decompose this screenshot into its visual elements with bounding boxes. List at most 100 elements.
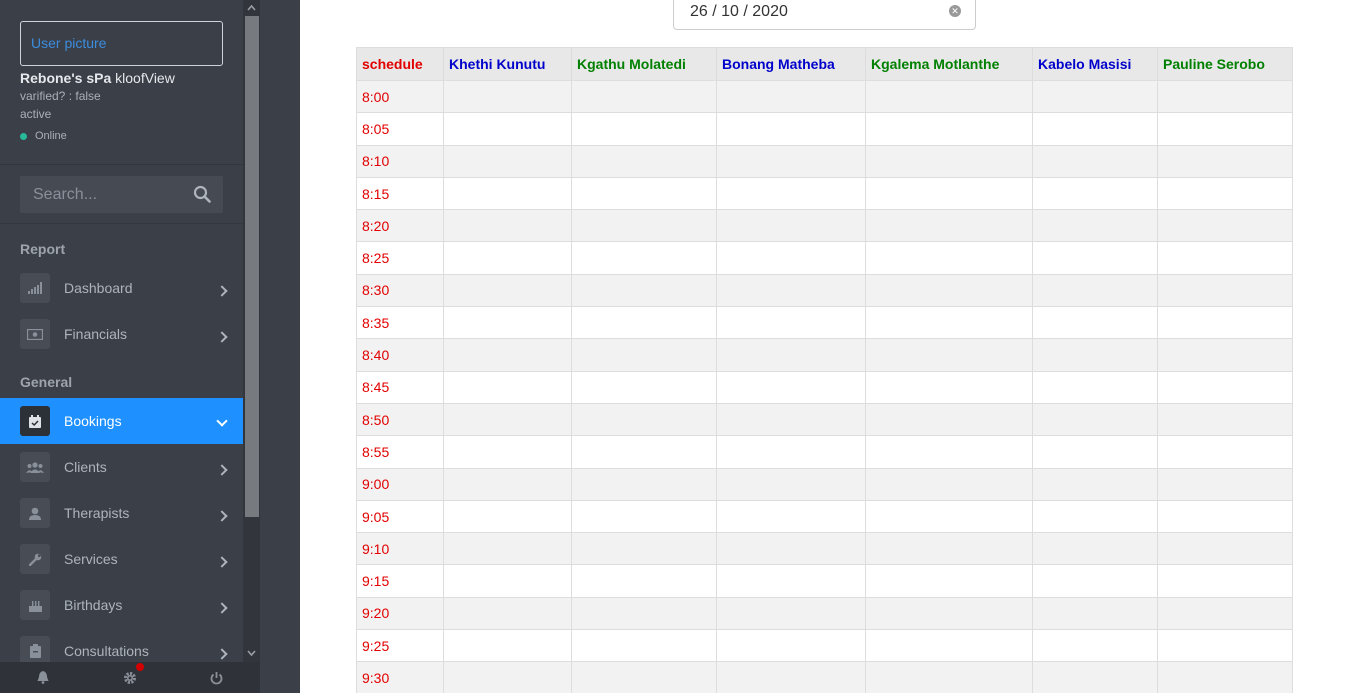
booking-slot-cell[interactable] bbox=[865, 112, 1033, 146]
booking-slot-cell[interactable] bbox=[1032, 241, 1158, 275]
booking-slot-cell[interactable] bbox=[1032, 79, 1158, 114]
booking-slot-cell[interactable] bbox=[1032, 564, 1158, 598]
booking-slot-cell[interactable] bbox=[443, 79, 572, 114]
booking-slot-cell[interactable] bbox=[1157, 532, 1293, 566]
booking-slot-cell[interactable] bbox=[716, 467, 866, 501]
booking-slot-cell[interactable] bbox=[1032, 467, 1158, 501]
booking-slot-cell[interactable] bbox=[443, 499, 572, 534]
logout-button[interactable] bbox=[173, 662, 260, 693]
search-input[interactable] bbox=[20, 176, 185, 213]
booking-slot-cell[interactable] bbox=[865, 596, 1033, 631]
booking-slot-cell[interactable] bbox=[716, 241, 866, 275]
booking-slot-cell[interactable] bbox=[571, 596, 717, 631]
booking-slot-cell[interactable] bbox=[865, 661, 1033, 693]
booking-slot-cell[interactable] bbox=[716, 144, 866, 178]
booking-slot-cell[interactable] bbox=[1032, 629, 1158, 663]
booking-slot-cell[interactable] bbox=[1157, 144, 1293, 178]
booking-slot-cell[interactable] bbox=[443, 402, 572, 437]
booking-slot-cell[interactable] bbox=[443, 629, 572, 663]
booking-slot-cell[interactable] bbox=[716, 370, 866, 404]
booking-slot-cell[interactable] bbox=[1157, 241, 1293, 275]
booking-slot-cell[interactable] bbox=[865, 564, 1033, 598]
booking-slot-cell[interactable] bbox=[1032, 499, 1158, 534]
booking-slot-cell[interactable] bbox=[443, 596, 572, 631]
booking-slot-cell[interactable] bbox=[865, 467, 1033, 501]
booking-slot-cell[interactable] bbox=[716, 209, 866, 243]
booking-slot-cell[interactable] bbox=[1032, 209, 1158, 243]
sidebar-item-services[interactable]: Services bbox=[0, 536, 243, 582]
booking-slot-cell[interactable] bbox=[1157, 467, 1293, 501]
booking-slot-cell[interactable] bbox=[1157, 209, 1293, 243]
booking-slot-cell[interactable] bbox=[443, 564, 572, 598]
booking-slot-cell[interactable] bbox=[865, 144, 1033, 178]
booking-slot-cell[interactable] bbox=[1157, 661, 1293, 693]
booking-slot-cell[interactable] bbox=[571, 370, 717, 404]
booking-slot-cell[interactable] bbox=[1157, 338, 1293, 372]
booking-slot-cell[interactable] bbox=[571, 241, 717, 275]
booking-slot-cell[interactable] bbox=[571, 176, 717, 211]
booking-slot-cell[interactable] bbox=[443, 209, 572, 243]
booking-slot-cell[interactable] bbox=[1032, 338, 1158, 372]
booking-slot-cell[interactable] bbox=[1032, 112, 1158, 146]
booking-slot-cell[interactable] bbox=[865, 499, 1033, 534]
booking-slot-cell[interactable] bbox=[716, 176, 866, 211]
sidebar-item-consultations[interactable]: Consultations bbox=[0, 628, 243, 674]
booking-slot-cell[interactable] bbox=[571, 564, 717, 598]
user-picture[interactable]: User picture bbox=[20, 21, 223, 66]
notifications-button[interactable] bbox=[0, 662, 87, 693]
clear-date-icon[interactable]: ✕ bbox=[949, 5, 961, 17]
booking-slot-cell[interactable] bbox=[1032, 596, 1158, 631]
booking-slot-cell[interactable] bbox=[571, 306, 717, 340]
booking-slot-cell[interactable] bbox=[571, 144, 717, 178]
booking-slot-cell[interactable] bbox=[1157, 402, 1293, 437]
booking-slot-cell[interactable] bbox=[865, 532, 1033, 566]
booking-slot-cell[interactable] bbox=[716, 532, 866, 566]
booking-slot-cell[interactable] bbox=[716, 435, 866, 469]
booking-slot-cell[interactable] bbox=[443, 467, 572, 501]
booking-slot-cell[interactable] bbox=[1032, 532, 1158, 566]
booking-slot-cell[interactable] bbox=[865, 402, 1033, 437]
booking-slot-cell[interactable] bbox=[443, 176, 572, 211]
booking-slot-cell[interactable] bbox=[443, 661, 572, 693]
booking-slot-cell[interactable] bbox=[1157, 435, 1293, 469]
booking-slot-cell[interactable] bbox=[571, 499, 717, 534]
booking-slot-cell[interactable] bbox=[443, 532, 572, 566]
booking-slot-cell[interactable] bbox=[865, 306, 1033, 340]
booking-slot-cell[interactable] bbox=[571, 273, 717, 308]
booking-slot-cell[interactable] bbox=[716, 564, 866, 598]
sidebar-item-bookings[interactable]: Bookings bbox=[0, 398, 243, 444]
booking-slot-cell[interactable] bbox=[571, 79, 717, 114]
booking-slot-cell[interactable] bbox=[571, 402, 717, 437]
booking-slot-cell[interactable] bbox=[443, 370, 572, 404]
booking-slot-cell[interactable] bbox=[865, 176, 1033, 211]
booking-slot-cell[interactable] bbox=[1032, 306, 1158, 340]
booking-slot-cell[interactable] bbox=[571, 629, 717, 663]
booking-slot-cell[interactable] bbox=[1157, 596, 1293, 631]
booking-slot-cell[interactable] bbox=[1032, 402, 1158, 437]
booking-slot-cell[interactable] bbox=[716, 338, 866, 372]
booking-slot-cell[interactable] bbox=[1157, 629, 1293, 663]
booking-slot-cell[interactable] bbox=[1157, 176, 1293, 211]
booking-slot-cell[interactable] bbox=[716, 499, 866, 534]
booking-slot-cell[interactable] bbox=[716, 629, 866, 663]
booking-slot-cell[interactable] bbox=[571, 209, 717, 243]
scroll-up-arrow-icon[interactable] bbox=[243, 0, 260, 16]
booking-slot-cell[interactable] bbox=[443, 112, 572, 146]
booking-slot-cell[interactable] bbox=[716, 402, 866, 437]
booking-slot-cell[interactable] bbox=[443, 241, 572, 275]
booking-slot-cell[interactable] bbox=[1032, 370, 1158, 404]
sidebar-scrollbar-thumb[interactable] bbox=[245, 16, 259, 517]
booking-slot-cell[interactable] bbox=[443, 435, 572, 469]
booking-slot-cell[interactable] bbox=[571, 467, 717, 501]
booking-slot-cell[interactable] bbox=[865, 338, 1033, 372]
booking-slot-cell[interactable] bbox=[1032, 661, 1158, 693]
booking-slot-cell[interactable] bbox=[1157, 112, 1293, 146]
booking-slot-cell[interactable] bbox=[865, 435, 1033, 469]
sidebar-item-birthdays[interactable]: Birthdays bbox=[0, 582, 243, 628]
booking-slot-cell[interactable] bbox=[865, 629, 1033, 663]
settings-button[interactable] bbox=[87, 662, 174, 693]
booking-slot-cell[interactable] bbox=[716, 112, 866, 146]
booking-slot-cell[interactable] bbox=[571, 532, 717, 566]
date-input[interactable]: 26 / 10 / 2020 bbox=[673, 0, 976, 30]
booking-slot-cell[interactable] bbox=[1157, 306, 1293, 340]
